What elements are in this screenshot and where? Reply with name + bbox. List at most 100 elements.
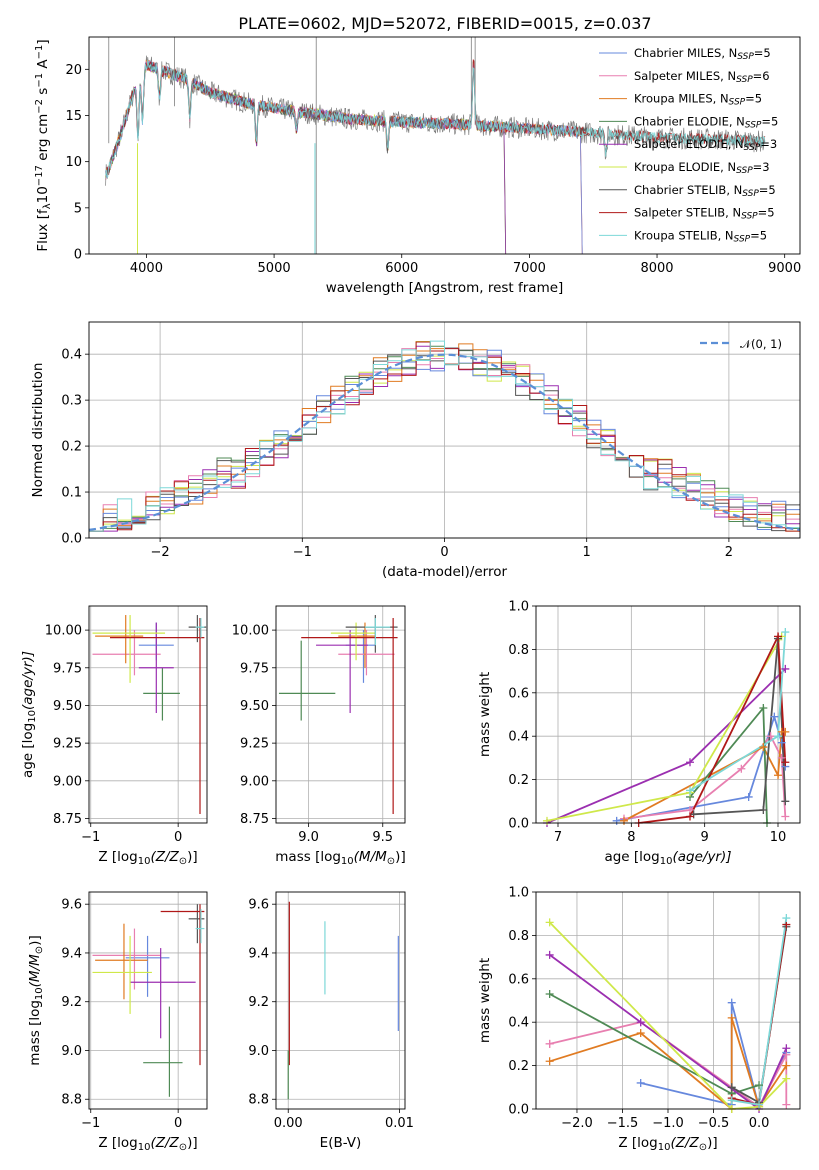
x-tick-label: 5000 bbox=[258, 261, 291, 276]
weight-vs-metallicity-panel: −2.0 −1.5 −1.0 −0.5 0.0 0.0 0.2 0.4 0.6 0.8 1.0 Z [… bbox=[477, 886, 801, 1153]
weight-marker-chabrier_stelib bbox=[781, 797, 790, 806]
x-tick-label: 2 bbox=[725, 545, 733, 560]
legend-text: Salpeter STELIB, N bbox=[634, 206, 741, 220]
x-tick-label: −0.5 bbox=[698, 1116, 730, 1131]
x-tick-label: 9000 bbox=[768, 261, 801, 276]
x-axis-label-part: (M/M bbox=[354, 849, 387, 865]
x-axis-label-part: (age/yr)] bbox=[672, 849, 731, 865]
y-tick-label: 0.0 bbox=[61, 532, 82, 547]
y-tick-label: 10.00 bbox=[45, 624, 82, 639]
legend-label-normal: 𝒩(0, 1) bbox=[740, 337, 782, 351]
legend-text: =5 bbox=[750, 228, 767, 242]
mass-vs-metallicity-panel: −1 08.89.09.29.49.6Z [log10(Z/Z⊙)]mass [l… bbox=[27, 891, 208, 1153]
y-tick-label: 0.0 bbox=[508, 1103, 529, 1118]
x-tick-label: −1 bbox=[81, 1116, 100, 1131]
y-tick-label: 0.4 bbox=[61, 348, 82, 363]
x-axis-label-part: ⊙ bbox=[179, 1142, 187, 1153]
weight-marker-kroupa_miles bbox=[782, 1061, 791, 1070]
legend-text: Chabrier MILES, N bbox=[634, 46, 737, 60]
y-tick-label: 0.2 bbox=[61, 440, 82, 455]
x-axis-label-part: 10 bbox=[138, 1142, 151, 1153]
weight-marker-chabrier_elodie bbox=[759, 703, 768, 712]
legend-label-salpeter_stelib: Salpeter STELIB, NSSP=5 bbox=[634, 206, 775, 222]
plot-area bbox=[92, 615, 207, 814]
y-tick-label: 0.2 bbox=[508, 1059, 529, 1074]
x-axis-label: age [log10(age/yr)] bbox=[604, 849, 731, 867]
weight-marker-kroupa_miles bbox=[636, 1029, 645, 1038]
weight-marker-salpeter_elodie bbox=[636, 1018, 645, 1027]
y-tick-label: 9.6 bbox=[248, 898, 269, 913]
plot-area bbox=[549, 917, 788, 1109]
plot-area bbox=[287, 901, 399, 1100]
x-tick-label: 0.00 bbox=[274, 1116, 303, 1131]
y-tick-label: 8.75 bbox=[53, 812, 82, 827]
weight-marker-salpeter_miles bbox=[782, 1100, 791, 1109]
x-axis-label-part: (Z/Z bbox=[150, 849, 179, 865]
weight-marker-kroupa_miles bbox=[774, 771, 782, 780]
weight-marker-chabrier_miles bbox=[777, 738, 786, 747]
x-axis-label-part: )] bbox=[395, 849, 406, 865]
y-tick-label: 0.2 bbox=[508, 773, 529, 788]
x-tick-label: 9.5 bbox=[372, 830, 393, 845]
model-spectrum-chabrier_miles bbox=[105, 60, 583, 254]
y-tick-label: 9.75 bbox=[53, 661, 82, 676]
y-tick-label: 0.4 bbox=[508, 1016, 529, 1031]
weight-marker-chabrier_stelib bbox=[759, 805, 768, 814]
weight-marker-chabrier_miles bbox=[744, 792, 753, 801]
legend-label-chabrier_elodie: Chabrier ELODIE, NSSP=5 bbox=[634, 114, 778, 130]
y-axis-label-part: 10 bbox=[34, 987, 45, 1000]
weight-marker-salpeter_miles bbox=[781, 812, 790, 821]
weight-marker-chabrier_miles bbox=[770, 712, 779, 721]
y-tick-label: 8.75 bbox=[240, 812, 269, 827]
weight-marker-kroupa_miles bbox=[545, 1057, 554, 1066]
x-axis-label-part: Z [log bbox=[98, 1135, 137, 1151]
y-axis-label: age [log10(age/yr)] bbox=[20, 651, 38, 778]
weight-marker-salpeter_miles bbox=[737, 764, 746, 773]
mass-vs-ebv-panel: 0.00 0.01 8.8 9.0 9.2 9.4 9.6 E(B-V) bbox=[248, 891, 414, 1151]
legend-text: =6 bbox=[753, 69, 770, 83]
y-tick-label: 0.3 bbox=[61, 394, 82, 409]
weight-line-chabrier_stelib bbox=[693, 638, 787, 816]
legend-text: =5 bbox=[745, 92, 762, 106]
weight-marker-chabrier_miles bbox=[727, 998, 736, 1007]
x-axis-label: Z [log10(Z/Z⊙)] bbox=[98, 1135, 197, 1153]
x-tick-label: 0 bbox=[174, 1116, 182, 1131]
y-tick-label: 15 bbox=[65, 109, 82, 124]
x-tick-label: −1 bbox=[81, 830, 100, 845]
legend-subscript: SSP bbox=[736, 166, 753, 176]
model-spectrum-kroupa_stelib bbox=[105, 60, 766, 179]
x-axis-label-part: ⊙ bbox=[179, 856, 187, 867]
y-axis-label: mass weight bbox=[477, 958, 493, 1043]
axes-frame bbox=[88, 36, 801, 255]
x-axis-label-part: (Z/Z bbox=[150, 1135, 179, 1151]
x-tick-label: 7000 bbox=[513, 261, 546, 276]
weight-marker-salpeter_miles bbox=[777, 753, 786, 762]
legend-text: Salpeter MILES, N bbox=[634, 69, 736, 83]
y-axis-label-part: 10 bbox=[27, 710, 38, 723]
residuals-panel: −2 −1 0 1 2 0.0 0.1 0.2 0.3 0.4 (data-model)/error… bbox=[30, 321, 801, 580]
y-axis-label-part: −1 bbox=[34, 73, 45, 88]
y-tick-label: 9.00 bbox=[53, 774, 82, 789]
weight-marker-kroupa_miles bbox=[727, 1013, 736, 1022]
model-spectrum-kroupa_elodie bbox=[105, 61, 507, 254]
spectrum-panel: 4000 5000 6000 7000 8000 9000 0 5 10 15 20 waveleng… bbox=[34, 36, 801, 296]
weight-marker-kroupa_stelib bbox=[781, 628, 790, 637]
legend-text: =5 bbox=[759, 183, 776, 197]
y-tick-label: 8.8 bbox=[248, 1093, 269, 1108]
x-axis-label: Z [log10(Z/Z⊙)] bbox=[618, 1135, 717, 1153]
weight-marker-kroupa_elodie bbox=[543, 816, 551, 825]
plot-area bbox=[546, 631, 787, 823]
x-tick-label: −2 bbox=[151, 545, 170, 560]
plot-area bbox=[92, 904, 205, 1097]
x-axis-label-part: 10 bbox=[658, 1142, 671, 1153]
legend-text: Kroupa MILES, N bbox=[634, 92, 729, 106]
y-tick-label: 9.00 bbox=[240, 774, 269, 789]
plot-area bbox=[89, 340, 800, 532]
x-tick-label: 9.0 bbox=[298, 830, 319, 845]
y-axis-label-part: s bbox=[35, 88, 51, 99]
legend-label-kroupa_miles: Kroupa MILES, NSSP=5 bbox=[634, 92, 762, 108]
grid bbox=[276, 606, 405, 823]
y-tick-label: 9.0 bbox=[61, 1044, 82, 1059]
y-tick-label: 0.1 bbox=[61, 486, 82, 501]
